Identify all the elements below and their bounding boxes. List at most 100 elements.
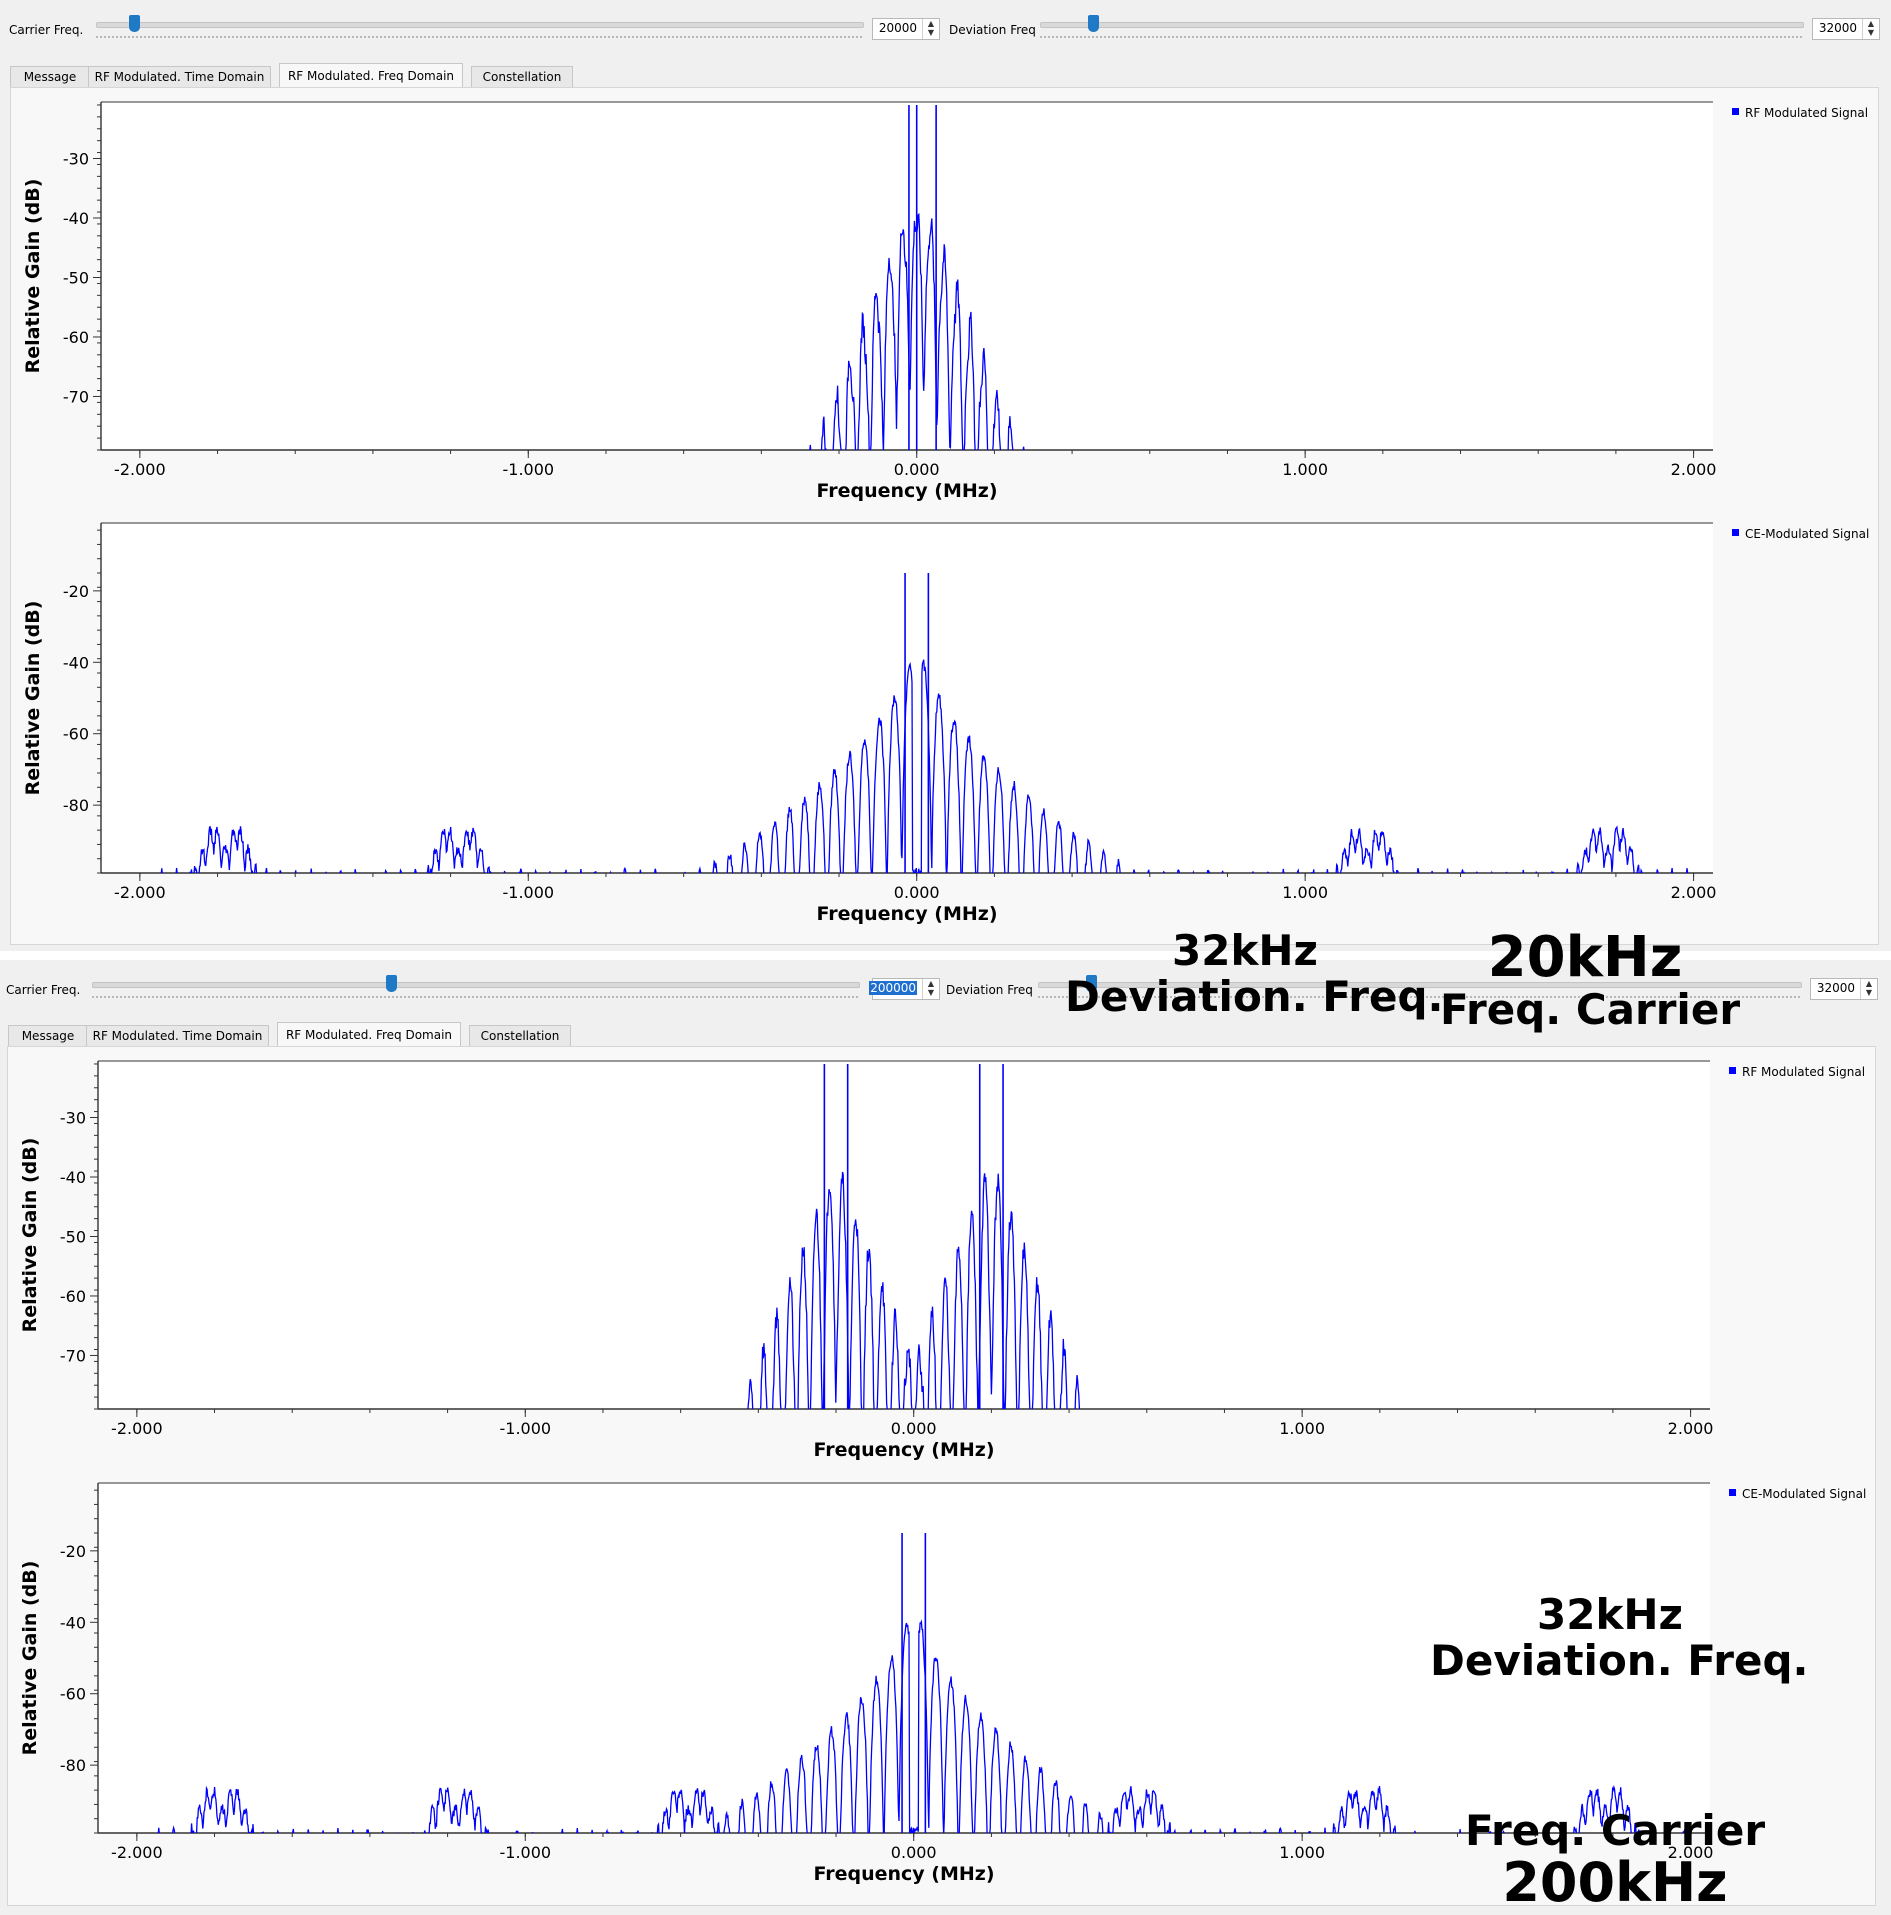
x-tick-label: 0.000: [891, 1843, 937, 1862]
rf-modulated-spectrum-plot[interactable]: -2.000 -1.000 0.000 1.000 2.000 -30 -40 -50 -60 -…: [11, 88, 1878, 506]
annotation-carrier-bottom: Freq. Carrier 200kHz: [1465, 1808, 1765, 1912]
ce-modulated-spectrum-plot[interactable]: -2.000 -1.000 0.000 1.000 2.000 -20 -40 -60 -80 F…: [8, 1469, 1875, 1889]
x-tick-label: 1.000: [1282, 883, 1328, 902]
panel-top: Carrier Freq. 20000 ▲ ▼ Deviation Freq 32…: [0, 0, 1891, 951]
carrier-freq-spinbox[interactable]: 20000 ▲ ▼: [872, 18, 940, 40]
y-axis-label: Relative Gain (dB): [19, 1138, 41, 1333]
y-tick-label: -70: [60, 1346, 86, 1365]
legend-swatch: [1732, 108, 1739, 115]
legend-swatch: [1729, 1489, 1736, 1496]
y-tick-label: -40: [60, 1613, 86, 1632]
carrier-freq-value: 200000: [869, 981, 917, 995]
y-tick-label: -20: [60, 1542, 86, 1561]
x-tick-label: 2.000: [1671, 883, 1717, 902]
series-line: [160, 659, 1689, 873]
plot-area: -2.000 -1.000 0.000 1.000 2.000 -30 -40 -50 -60-…: [7, 1046, 1876, 1906]
y-axis-label: Relative Gain (dB): [22, 179, 44, 374]
x-tick-label: -2.000: [111, 1843, 163, 1862]
plot-canvas: [98, 1483, 1710, 1833]
x-tick-label: -1.000: [502, 883, 554, 902]
y-tick-label: -60: [60, 1287, 86, 1306]
y-tick-label: -70: [63, 387, 89, 406]
spin-arrows-icon[interactable]: ▲ ▼: [922, 979, 939, 999]
tab-constellation[interactable]: Constellation: [471, 66, 573, 87]
deviation-freq-label: Deviation Freq: [946, 983, 1033, 997]
tab-rf-freq-domain[interactable]: RF Modulated. Freq Domain: [279, 63, 463, 88]
carrier-freq-value: 20000: [878, 21, 917, 35]
x-tick-label: 0.000: [891, 1419, 937, 1438]
y-tick-label: -80: [60, 1756, 86, 1775]
annotation-value: 32kHz: [1172, 926, 1318, 975]
x-axis-label: Frequency (MHz): [813, 1863, 994, 1885]
rf-modulated-spectrum-plot[interactable]: -2.000 -1.000 0.000 1.000 2.000 -30 -40 -50 -60 -…: [8, 1047, 1875, 1465]
tab-rf-freq-domain[interactable]: RF Modulated. Freq Domain: [277, 1022, 461, 1047]
annotation-caption: Deviation. Freq.: [1430, 1636, 1809, 1685]
x-tick-label: 0.000: [894, 883, 940, 902]
carrier-freq-slider-handle[interactable]: [385, 975, 397, 992]
tab-constellation[interactable]: Constellation: [469, 1025, 571, 1046]
carrier-freq-label: Carrier Freq.: [9, 23, 84, 37]
legend-swatch: [1729, 1067, 1736, 1074]
deviation-freq-slider-handle[interactable]: [1088, 15, 1100, 32]
carrier-freq-label: Carrier Freq.: [6, 983, 81, 997]
tab-rf-time-domain[interactable]: RF Modulated. Time Domain: [86, 1025, 269, 1046]
annotation-carrier-top: 20kHz Freq. Carrier: [1440, 925, 1741, 1034]
y-tick-label: -50: [60, 1227, 86, 1246]
carrier-freq-spinbox[interactable]: 200000 ▲ ▼: [869, 978, 940, 1000]
x-tick-label: 1.000: [1279, 1843, 1325, 1862]
tab-rf-time-domain[interactable]: RF Modulated. Time Domain: [88, 66, 271, 87]
legend-label: CE-Modulated Signal: [1745, 527, 1869, 541]
plot-canvas: [98, 1061, 1710, 1409]
x-axis-label: Frequency (MHz): [813, 1439, 994, 1461]
annotation-deviation-bottom: 32kHz Deviation. Freq.: [1430, 1590, 1809, 1685]
deviation-freq-label: Deviation Freq: [949, 23, 1036, 37]
spin-arrows-icon[interactable]: ▲ ▼: [1860, 979, 1877, 999]
x-tick-label: 2.000: [1671, 460, 1717, 479]
deviation-freq-spinbox[interactable]: 32000 ▲ ▼: [1812, 18, 1880, 40]
annotation-deviation-top: 32kHz Deviation. Freq.: [1065, 926, 1444, 1021]
x-tick-label: -2.000: [114, 883, 166, 902]
legend-swatch: [1732, 529, 1739, 536]
legend-label: RF Modulated Signal: [1742, 1065, 1865, 1079]
panel-bottom: Carrier Freq. 200000 ▲ ▼ Deviation Freq 3…: [0, 960, 1891, 1915]
y-tick-label: -30: [63, 150, 89, 169]
deviation-freq-value: 32000: [1816, 981, 1855, 995]
y-axis-label: Relative Gain (dB): [19, 1561, 41, 1756]
annotation-value: 20kHz: [1487, 925, 1683, 990]
y-tick-label: -40: [60, 1168, 86, 1187]
x-tick-label: -2.000: [114, 460, 166, 479]
annotation-caption: Deviation. Freq.: [1065, 972, 1444, 1021]
y-tick-label: -50: [63, 268, 89, 287]
x-tick-label: -1.000: [499, 1419, 551, 1438]
annotation-value: 200kHz: [1502, 1851, 1728, 1914]
ce-modulated-spectrum-plot[interactable]: -2.000 -1.000 0.000 1.000 2.000 -20 -40 -60 -80 F…: [11, 509, 1878, 929]
annotation-caption: Freq. Carrier: [1440, 985, 1741, 1034]
y-tick-label: -40: [63, 209, 89, 228]
x-tick-label: 1.000: [1282, 460, 1328, 479]
x-tick-label: -2.000: [111, 1419, 163, 1438]
deviation-freq-slider-handle[interactable]: [1086, 975, 1098, 992]
series-line: [157, 1619, 1686, 1833]
x-tick-label: -1.000: [499, 1843, 551, 1862]
spin-arrows-icon[interactable]: ▲ ▼: [922, 19, 939, 39]
y-axis-label: Relative Gain (dB): [22, 601, 44, 796]
spin-arrows-icon[interactable]: ▲ ▼: [1862, 19, 1879, 39]
tab-message[interactable]: Message: [10, 66, 90, 87]
plot-area: -2.000 -1.000 0.000 1.000 2.000 -30 -40 -50 -60 -…: [10, 87, 1879, 945]
annotation-value: 32kHz: [1537, 1590, 1683, 1639]
y-tick-label: -60: [63, 725, 89, 744]
y-tick-label: -80: [63, 796, 89, 815]
carrier-freq-slider-handle[interactable]: [129, 15, 141, 32]
x-tick-label: -1.000: [502, 460, 554, 479]
y-tick-label: -40: [63, 653, 89, 672]
tab-message[interactable]: Message: [8, 1025, 88, 1046]
x-tick-label: 0.000: [894, 460, 940, 479]
x-axis-label: Frequency (MHz): [816, 480, 997, 502]
y-tick-label: -60: [60, 1685, 86, 1704]
deviation-freq-value: 32000: [1818, 21, 1857, 35]
x-axis-label: Frequency (MHz): [816, 903, 997, 925]
x-tick-label: 2.000: [1668, 1419, 1714, 1438]
x-tick-label: 2.000: [1668, 1843, 1714, 1862]
deviation-freq-spinbox[interactable]: 32000 ▲ ▼: [1810, 978, 1878, 1000]
y-tick-label: -30: [60, 1109, 86, 1128]
